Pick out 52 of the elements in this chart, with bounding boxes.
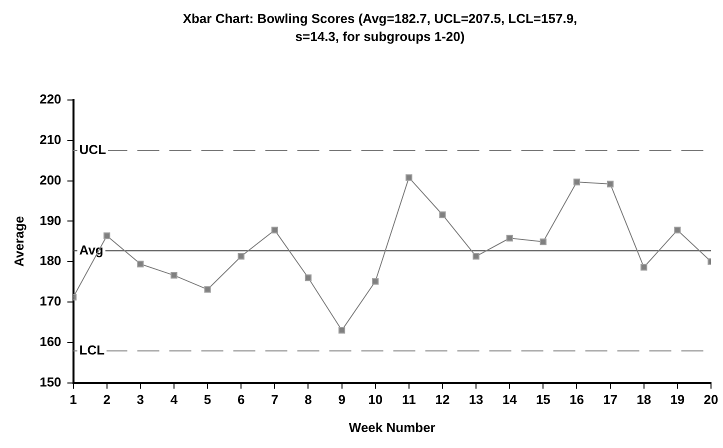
x-tick-label: 2 (103, 392, 110, 408)
y-axis-title: Average (11, 216, 26, 267)
x-axis-title: Week Number (348, 420, 436, 435)
y-tick-label: 180 (40, 253, 62, 268)
x-tick-label: 6 (237, 392, 245, 408)
point (104, 232, 110, 240)
ref-line-label: UCL (79, 142, 106, 158)
y-tick-label: 190 (40, 212, 62, 228)
x-tick-label: 12 (435, 392, 450, 408)
point (573, 178, 580, 186)
point (137, 260, 144, 268)
x-tick-label: 17 (603, 392, 618, 408)
x-tick-label: 8 (304, 392, 312, 408)
point (674, 226, 681, 234)
point (338, 326, 346, 334)
point (506, 234, 513, 242)
y-tick-label: 160 (40, 334, 62, 349)
point (472, 253, 480, 260)
x-tick-label: 16 (570, 392, 584, 408)
x-tick-label: 14 (502, 392, 518, 408)
point (439, 211, 446, 218)
point (406, 174, 412, 181)
x-tick-label: 19 (670, 392, 685, 408)
point (271, 226, 278, 234)
point (640, 264, 648, 271)
point (204, 286, 211, 293)
x-tick-label: 15 (536, 392, 550, 408)
point (170, 272, 178, 279)
ref-line-label: Avg (79, 242, 104, 258)
x-tick-label: 1 (70, 392, 77, 408)
x-tick-label: 13 (468, 392, 484, 408)
y-tick-label: 210 (40, 132, 62, 147)
x-tick-label: 4 (170, 392, 178, 408)
y-tick-label: 220 (40, 92, 62, 107)
point (304, 274, 312, 282)
x-tick-label: 18 (636, 392, 652, 408)
chart-title: Xbar Chart: Bowling Scores (Avg=182.7, UCL=207.5, LCL=157.9, s=14.3, for subgroups 1-20) (182, 10, 578, 46)
y-tick-label: 200 (40, 172, 62, 188)
point (540, 238, 547, 246)
x-tick-label: 7 (271, 392, 278, 408)
y-tick-label: 150 (40, 374, 62, 390)
x-tick-label: 9 (338, 392, 346, 408)
point (372, 278, 379, 285)
x-tick-label: 20 (704, 392, 718, 408)
x-tick-label: 10 (368, 392, 383, 408)
point (238, 253, 244, 260)
x-tick-label: 5 (204, 392, 212, 408)
y-tick-label: 170 (40, 294, 62, 309)
point (606, 180, 614, 188)
x-tick-label: 3 (136, 392, 144, 408)
ref-line-label: LCL (79, 342, 105, 358)
x-tick-label: 11 (402, 392, 416, 408)
